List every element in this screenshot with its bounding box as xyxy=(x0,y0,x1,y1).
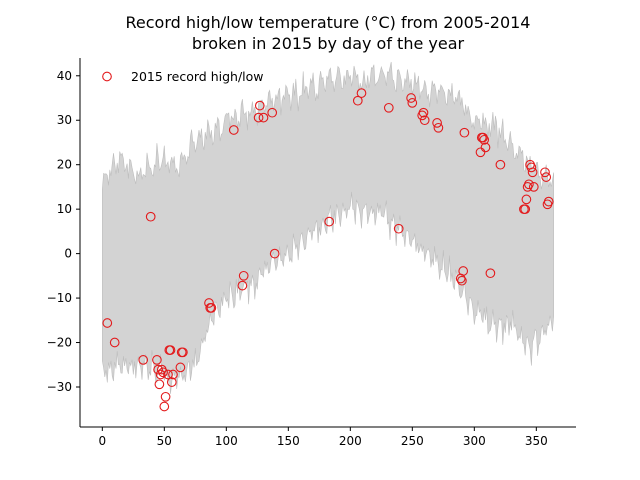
record-point xyxy=(521,194,532,205)
record-point xyxy=(324,216,335,227)
record-point xyxy=(163,369,173,380)
y-tick-label: 40 xyxy=(57,69,72,83)
legend-marker-icon xyxy=(102,71,112,82)
record-point xyxy=(407,98,418,108)
x-tick-label: 150 xyxy=(277,434,300,448)
record-point xyxy=(432,118,442,128)
record-point xyxy=(145,211,156,222)
record-point xyxy=(478,132,488,143)
record-point xyxy=(165,345,176,355)
record-point xyxy=(418,107,429,118)
record-point xyxy=(522,182,533,192)
y-tick-label: 10 xyxy=(57,202,72,216)
record-point xyxy=(258,112,269,123)
record-point xyxy=(158,367,168,378)
record-point xyxy=(393,223,404,234)
x-tick-label: 250 xyxy=(401,434,424,448)
x-tick-label: 300 xyxy=(463,434,486,448)
record-point xyxy=(168,369,178,380)
record-point xyxy=(175,362,186,373)
record-point xyxy=(166,377,177,387)
record-point xyxy=(138,355,149,365)
record-point xyxy=(238,270,249,281)
record-point xyxy=(160,391,171,402)
y-tick-label: −10 xyxy=(47,291,72,305)
record-point xyxy=(524,179,534,190)
record-point xyxy=(528,182,539,192)
record-point xyxy=(485,268,496,279)
record-point xyxy=(356,88,367,98)
y-tick-label: −20 xyxy=(47,336,72,350)
record-point xyxy=(204,298,214,308)
chart-title-line-1: Record high/low temperature (°C) from 20… xyxy=(126,13,531,32)
record-point xyxy=(475,147,486,158)
record-point xyxy=(540,167,550,178)
legend-label: 2015 record high/low xyxy=(131,69,264,84)
x-tick-label: 100 xyxy=(215,434,238,448)
x-tick-label: 50 xyxy=(157,434,172,448)
y-tick-label: 0 xyxy=(64,247,72,261)
record-point xyxy=(159,401,170,412)
record-point xyxy=(352,95,363,106)
record-point xyxy=(154,379,165,390)
record-point xyxy=(102,318,113,328)
y-tick-label: 20 xyxy=(57,158,72,172)
record-point xyxy=(237,280,248,291)
legend: 2015 record high/low xyxy=(102,69,264,84)
record-point xyxy=(152,355,162,365)
record-point xyxy=(457,275,467,286)
record-point xyxy=(458,266,469,276)
record-point xyxy=(269,248,280,259)
x-axis-ticks: 0 50 100 150 200 250 300 350 xyxy=(98,427,548,448)
record-point xyxy=(406,93,416,103)
record-point xyxy=(383,102,394,113)
record-point xyxy=(479,134,490,145)
record-point xyxy=(419,115,430,126)
record-temperature-band xyxy=(102,61,555,394)
record-point xyxy=(520,204,531,215)
y-tick-label: −30 xyxy=(47,380,72,394)
y-tick-label: 30 xyxy=(57,113,72,127)
record-point xyxy=(153,364,163,375)
record-point xyxy=(206,303,217,313)
record-point xyxy=(527,167,538,178)
record-point xyxy=(155,369,166,380)
y-axis-ticks: −30 −20 −10 0 10 20 30 40 xyxy=(47,69,80,394)
record-point xyxy=(228,125,239,135)
record-point xyxy=(178,347,188,358)
record-band-layer xyxy=(102,61,555,394)
record-point xyxy=(267,107,278,118)
record-point xyxy=(433,122,444,133)
record-point xyxy=(543,196,554,207)
record-point xyxy=(459,127,470,138)
record-point xyxy=(541,172,552,182)
record-point xyxy=(254,100,265,111)
record-point xyxy=(480,142,491,153)
record-points-layer xyxy=(102,88,554,412)
x-tick-label: 0 xyxy=(98,434,106,448)
record-point xyxy=(495,159,506,170)
record-point xyxy=(109,337,120,348)
chart-title-line-2: broken in 2015 by day of the year xyxy=(192,34,465,53)
x-tick-label: 350 xyxy=(525,434,548,448)
record-point xyxy=(253,112,264,123)
record-point xyxy=(526,162,537,173)
x-tick-label: 200 xyxy=(339,434,362,448)
